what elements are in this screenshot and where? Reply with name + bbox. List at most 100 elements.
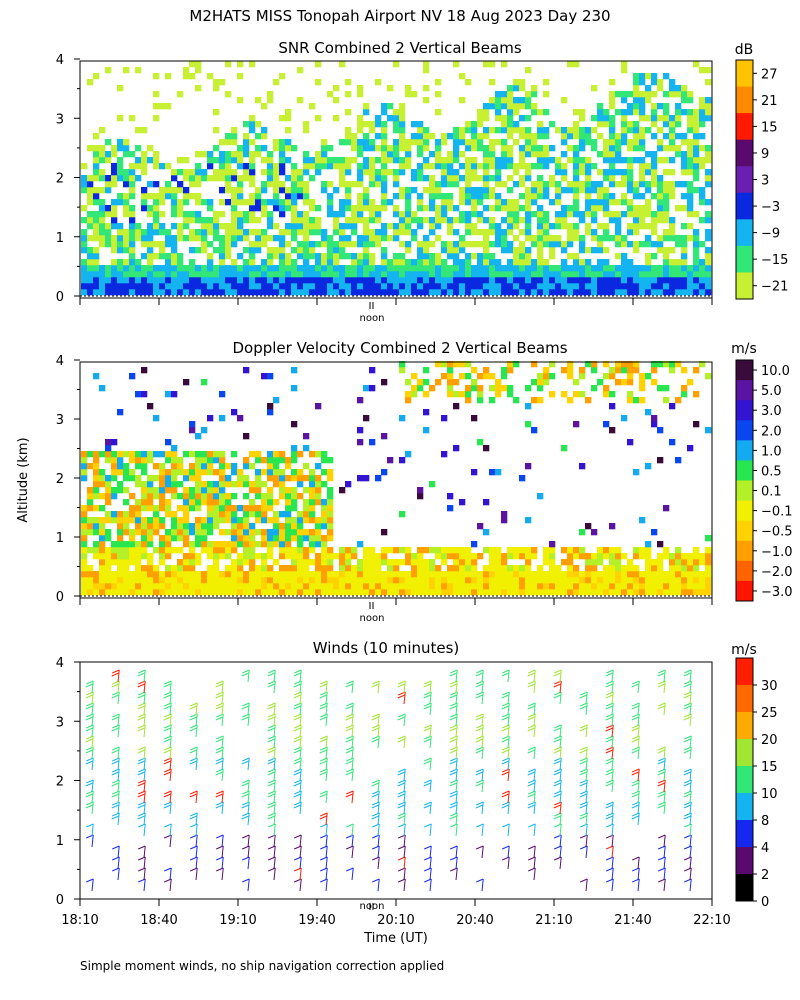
field-cell bbox=[645, 163, 652, 170]
field-cell bbox=[429, 193, 436, 200]
field-cell bbox=[165, 499, 172, 506]
field-cell bbox=[285, 493, 292, 500]
field-cell bbox=[435, 565, 442, 572]
field-cell bbox=[579, 289, 586, 296]
field-cell bbox=[681, 259, 688, 266]
wind-barb-flag bbox=[293, 705, 301, 710]
field-cell bbox=[495, 175, 502, 182]
field-cell bbox=[141, 577, 148, 584]
field-cell bbox=[369, 229, 376, 236]
field-cell bbox=[399, 577, 406, 584]
wind-barb-flag bbox=[475, 804, 483, 809]
field-cell bbox=[123, 559, 130, 566]
field-cell bbox=[597, 121, 604, 128]
field-cell bbox=[417, 205, 424, 212]
field-cell bbox=[609, 133, 616, 140]
field-cell bbox=[495, 379, 502, 386]
wind-barb-flag bbox=[163, 738, 171, 743]
wind-barb-flag bbox=[475, 738, 483, 743]
field-cell bbox=[567, 559, 574, 566]
field-cell bbox=[111, 271, 118, 278]
field-cell bbox=[591, 127, 598, 134]
wind-barb bbox=[195, 867, 198, 881]
field-cell bbox=[573, 205, 580, 212]
field-cell bbox=[507, 367, 514, 374]
field-cell bbox=[105, 547, 112, 554]
wind-barb-flag bbox=[112, 669, 120, 674]
field-cell bbox=[213, 271, 220, 278]
field-cell bbox=[681, 553, 688, 560]
field-cell bbox=[645, 283, 652, 290]
field-cell bbox=[213, 235, 220, 242]
field-cell bbox=[315, 157, 322, 164]
field-cell bbox=[447, 223, 454, 230]
field-cell bbox=[687, 121, 694, 128]
field-cell bbox=[429, 277, 436, 284]
field-cell bbox=[237, 559, 244, 566]
field-cell bbox=[639, 133, 646, 140]
wind-barb bbox=[351, 757, 354, 771]
field-cell bbox=[645, 187, 652, 194]
field-cell bbox=[279, 205, 286, 212]
field-cell bbox=[189, 247, 196, 254]
field-cell bbox=[507, 553, 514, 560]
field-cell bbox=[363, 169, 370, 176]
wind-barb-flag bbox=[85, 804, 93, 809]
wind-barb bbox=[195, 724, 198, 738]
field-cell bbox=[651, 229, 658, 236]
field-cell bbox=[561, 367, 568, 374]
field-cell bbox=[357, 181, 364, 188]
field-cell bbox=[405, 163, 412, 170]
field-cell bbox=[555, 211, 562, 218]
panel-doppler: Doppler Velocity Combined 2 Vertical Bea… bbox=[56, 339, 793, 624]
field-cell bbox=[255, 265, 262, 272]
field-cell bbox=[471, 211, 478, 218]
wind-barb bbox=[273, 867, 276, 881]
field-cell bbox=[633, 229, 640, 236]
field-cell bbox=[435, 91, 442, 98]
field-cell bbox=[141, 481, 148, 488]
field-cell bbox=[189, 427, 196, 434]
wind-barb-flag bbox=[293, 771, 301, 776]
field-cell bbox=[441, 169, 448, 176]
field-cell bbox=[591, 559, 598, 566]
field-cell bbox=[123, 475, 130, 482]
colorbar-swatch bbox=[736, 658, 753, 686]
field-cell bbox=[621, 565, 628, 572]
field-cell bbox=[225, 253, 232, 260]
field-cell bbox=[675, 289, 682, 296]
field-cell bbox=[141, 229, 148, 236]
field-cell bbox=[141, 541, 148, 548]
field-cell bbox=[525, 277, 532, 284]
field-cell bbox=[693, 253, 700, 260]
field-cell bbox=[165, 265, 172, 272]
field-cell bbox=[405, 265, 412, 272]
wind-barb-flag bbox=[684, 735, 692, 740]
wind-barb bbox=[559, 680, 562, 694]
field-cell bbox=[411, 217, 418, 224]
field-cell bbox=[423, 241, 430, 248]
field-cell bbox=[549, 277, 556, 284]
wind-barb bbox=[299, 856, 302, 870]
field-cell bbox=[381, 577, 388, 584]
field-cell bbox=[147, 265, 154, 272]
field-cell bbox=[357, 259, 364, 266]
field-cell bbox=[225, 289, 232, 296]
field-cell bbox=[201, 175, 208, 182]
field-cell bbox=[291, 199, 298, 206]
field-cell bbox=[429, 385, 436, 392]
field-cell bbox=[513, 139, 520, 146]
colorbar-label: 21 bbox=[761, 94, 778, 109]
field-cell bbox=[333, 253, 340, 260]
wind-barb bbox=[325, 680, 328, 694]
field-cell bbox=[201, 493, 208, 500]
field-cell bbox=[621, 589, 628, 596]
field-cell bbox=[453, 289, 460, 296]
field-cell bbox=[135, 553, 142, 560]
field-cell bbox=[561, 163, 568, 170]
wind-barb bbox=[663, 801, 666, 815]
field-cell bbox=[309, 217, 316, 224]
field-cell bbox=[381, 175, 388, 182]
field-cell bbox=[555, 565, 562, 572]
field-cell bbox=[195, 85, 202, 92]
